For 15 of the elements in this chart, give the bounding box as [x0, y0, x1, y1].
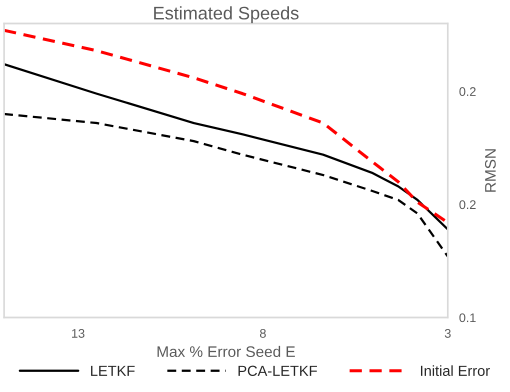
y-tick-label: 0.2: [459, 200, 476, 210]
line-series: [4, 28, 448, 224]
x-tick-label: 8: [260, 328, 266, 338]
legend-label: LETKF: [91, 366, 135, 376]
legend-label: PCA-LETKF: [238, 366, 317, 376]
x-tick-label: 3: [444, 328, 451, 338]
line-series: [4, 63, 448, 230]
y-tick-label: 0.1: [459, 313, 476, 322]
line-series: [4, 112, 448, 258]
x-tick-label: 13: [72, 328, 84, 338]
legend-label: Initial Error: [420, 365, 490, 376]
x-axis-title: Max % Error Seed E: [158, 346, 295, 358]
y-tick-label: 0.2: [459, 87, 476, 96]
chart-title: Estimated Speeds: [154, 6, 299, 24]
y-axis-title: RMSN: [485, 149, 496, 192]
